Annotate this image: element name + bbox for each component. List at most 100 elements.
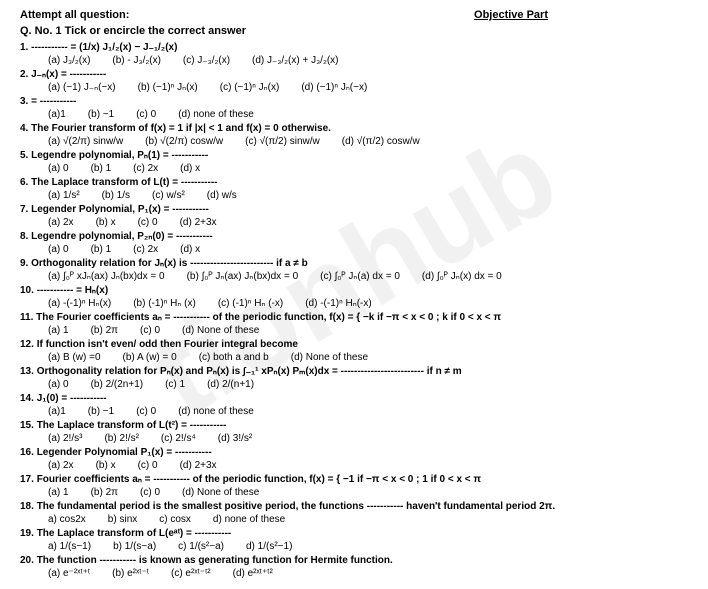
option-d: (d) J₋₃/₂(x) + J₃/₂(x) (252, 54, 338, 67)
question-number: 14. (20, 393, 37, 404)
option-b: (b) −1 (88, 405, 114, 418)
options-row: (a)1(b) −1(c) 0(d) none of these (48, 108, 688, 121)
question-text: Fourier coefficients aₙ = ----------- of… (37, 474, 481, 485)
question-19: 19. The Laplace transform of L(eᵃᵗ) = --… (20, 527, 688, 553)
question-number: 17. (20, 474, 37, 485)
options-row: (a) 1(b) 2π(c) 0(d) None of these (48, 486, 688, 499)
question-stem: 12. If function isn't even/ odd then Fou… (20, 338, 688, 351)
option-a: (a) 2x (48, 216, 74, 229)
question-7: 7. Legender Polynomial, P₁(x) = --------… (20, 203, 688, 229)
option-c: (c) J₋₃/₂(x) (183, 54, 230, 67)
attempt-label: Attempt all question: (20, 8, 129, 22)
question-text: The Laplace transform of L(eᵃᵗ) = ------… (37, 528, 232, 539)
options-row: (a) 1/s²(b) 1/s(c) w/s²(d) w/s (48, 189, 688, 202)
option-b: (b) 1/s (102, 189, 130, 202)
option-c: (c) (-1)ⁿ Hₙ (-x) (218, 297, 283, 310)
option-c: (c) √(π/2) sinw/w (245, 135, 320, 148)
option-b: b) 1/(s−a) (113, 540, 156, 553)
options-row: a) cos2xb) sinxc) cosxd) none of these (48, 513, 688, 526)
question-number: 4. (20, 123, 31, 134)
option-a: (a) 1 (48, 324, 69, 337)
question-title: Q. No. 1 Tick or encircle the correct an… (20, 24, 688, 38)
options-row: (a) e⁻²ˣᵗ⁺ᵗ(b) e²ˣᵗ⁻ᵗ(c) e²ˣᵗ⁻ᵗ²(d) e²ˣᵗ… (48, 567, 688, 580)
option-c: (c) 0 (136, 405, 156, 418)
question-number: 19. (20, 528, 37, 539)
option-b: (b) √(2/π) cosw/w (145, 135, 223, 148)
option-c: c) 1/(s²−a) (178, 540, 224, 553)
question-stem: 2. J₋ₙ(x) = ----------- (20, 68, 688, 81)
option-c: (c) ∫₀ᴾ Jₙ(a) dx = 0 (320, 270, 400, 283)
options-row: (a) 0(b) 1(c) 2x(d) x (48, 243, 688, 256)
option-d: d) none of these (213, 513, 285, 526)
questions-container: 1. ----------- = (1/x) J₁/₂(x) − J₋₁/₂(x… (20, 41, 688, 580)
options-row: (a) ∫₀ᴾ xJₙ(ax) Jₙ(bx)dx = 0(b) ∫₀ᴾ Jₙ(a… (48, 270, 688, 283)
option-b: (b) (−1)ⁿ Jₙ(x) (138, 81, 198, 94)
question-stem: 6. The Laplace transform of L(t) = -----… (20, 176, 688, 189)
question-stem: 19. The Laplace transform of L(eᵃᵗ) = --… (20, 527, 688, 540)
question-text: ----------- = Hₙ(x) (37, 285, 108, 296)
option-b: (b) A (w) = 0 (123, 351, 177, 364)
options-row: a) 1/(s−1)b) 1/(s−a)c) 1/(s²−a)d) 1/(s²−… (48, 540, 688, 553)
question-stem: 9. Orthogonality relation for Jₙ(x) is -… (20, 257, 688, 270)
options-row: (a) 2x(b) x(c) 0(d) 2+3x (48, 216, 688, 229)
option-a: (a) 2!/s³ (48, 432, 82, 445)
options-row: (a) J₃/₂(x)(b) - J₃/₂(x)(c) J₋₃/₂(x)(d) … (48, 54, 688, 67)
option-d: (d) ∫₀ᴾ Jₙ(x) dx = 0 (422, 270, 502, 283)
option-c: (c) 0 (138, 216, 158, 229)
question-number: 3. (20, 96, 31, 107)
question-number: 6. (20, 177, 31, 188)
option-a: (a) 1/s² (48, 189, 80, 202)
question-6: 6. The Laplace transform of L(t) = -----… (20, 176, 688, 202)
option-c: (c) 0 (140, 324, 160, 337)
question-text: The fundamental period is the smallest p… (37, 501, 555, 512)
question-11: 11. The Fourier coefficients aₙ = ------… (20, 311, 688, 337)
question-number: 18. (20, 501, 37, 512)
option-d: (d) none of these (178, 108, 254, 121)
header-row: Attempt all question: Objective Part (20, 8, 688, 22)
question-text: Orthogonality relation for Jₙ(x) is ----… (31, 258, 308, 269)
question-number: 16. (20, 447, 37, 458)
question-number: 20. (20, 555, 37, 566)
question-text: Legendre polynomial, P₂ₙ(0) = ----------… (31, 231, 212, 242)
question-17: 17. Fourier coefficients aₙ = ----------… (20, 473, 688, 499)
question-10: 10. ----------- = Hₙ(x)(a) -(-1)ⁿ Hₙ(x)(… (20, 284, 688, 310)
option-b: (b) e²ˣᵗ⁻ᵗ (112, 567, 149, 580)
question-stem: 5. Legendre polynomial, Pₙ(1) = --------… (20, 149, 688, 162)
option-b: (b) x (96, 459, 116, 472)
options-row: (a) B (w) =0(b) A (w) = 0(c) both a and … (48, 351, 688, 364)
option-b: (b) ∫₀ᴾ Jₙ(ax) Jₙ(bx)dx = 0 (187, 270, 299, 283)
option-b: (b) 1 (91, 243, 112, 256)
option-c: (c) 2x (133, 162, 158, 175)
option-a: (a) (−1) J₋ₙ(−x) (48, 81, 116, 94)
question-20: 20. The function ----------- is known as… (20, 554, 688, 580)
option-d: (d) (−1)ⁿ Jₙ(−x) (301, 81, 367, 94)
objective-label: Objective Part (474, 8, 548, 22)
question-14: 14. J₁(0) = -----------(a)1(b) −1(c) 0(d… (20, 392, 688, 418)
option-a: (a) 0 (48, 243, 69, 256)
question-18: 18. The fundamental period is the smalle… (20, 500, 688, 526)
question-text: The Laplace transform of L(t) = --------… (31, 177, 217, 188)
option-a: (a) 0 (48, 162, 69, 175)
question-text: The Laplace transform of L(t²) = -------… (37, 420, 227, 431)
option-a: (a) 2x (48, 459, 74, 472)
question-3: 3. = -----------(a)1(b) −1(c) 0(d) none … (20, 95, 688, 121)
options-row: (a) 2x(b) x(c) 0(d) 2+3x (48, 459, 688, 472)
option-c: (c) 0 (136, 108, 156, 121)
option-a: (a) 1 (48, 486, 69, 499)
question-4: 4. The Fourier transform of f(x) = 1 if … (20, 122, 688, 148)
question-13: 13. Orthogonality relation for Pₙ(x) and… (20, 365, 688, 391)
question-stem: 11. The Fourier coefficients aₙ = ------… (20, 311, 688, 324)
option-d: (d) x (180, 162, 200, 175)
option-d: (d) e²ˣᵗ⁺ᵗ² (233, 567, 273, 580)
option-b: (b) 2π (91, 324, 118, 337)
question-text: The Fourier transform of f(x) = 1 if |x|… (31, 123, 331, 134)
question-text: If function isn't even/ odd then Fourier… (37, 339, 298, 350)
option-d: (d) 2/(n+1) (207, 378, 254, 391)
option-b: (b) 2!/s² (104, 432, 138, 445)
question-stem: 8. Legendre polynomial, P₂ₙ(0) = -------… (20, 230, 688, 243)
option-b: (b) 1 (91, 162, 112, 175)
question-12: 12. If function isn't even/ odd then Fou… (20, 338, 688, 364)
question-stem: 3. = ----------- (20, 95, 688, 108)
question-number: 5. (20, 150, 31, 161)
option-b: (b) (-1)ⁿ Hₙ (x) (133, 297, 196, 310)
